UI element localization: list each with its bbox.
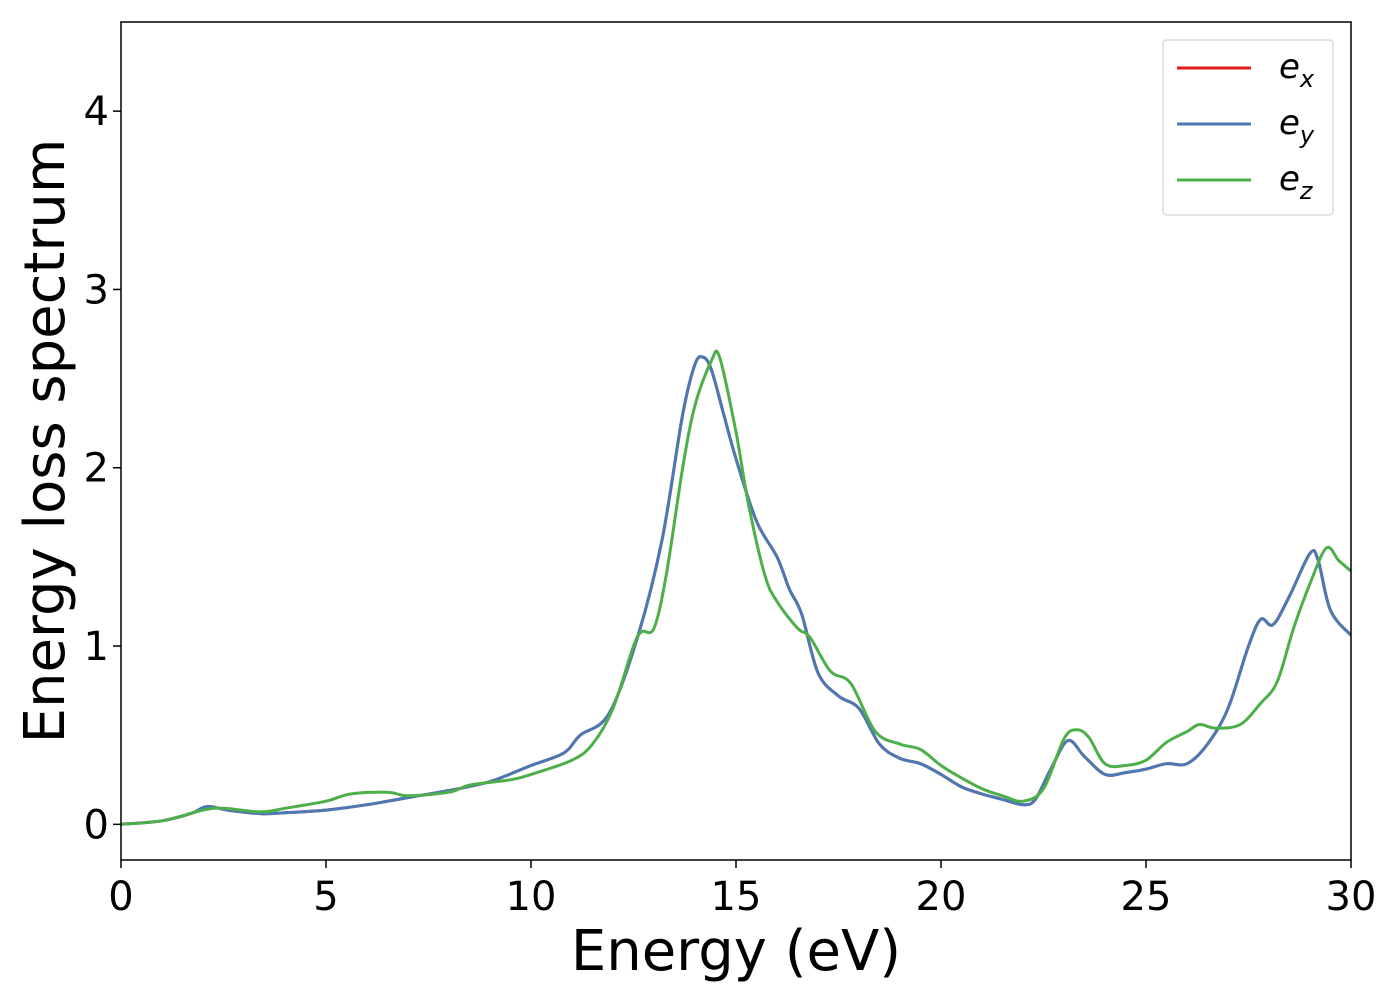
legend-label-subscript: x <box>1299 65 1315 93</box>
x-tick-label: 20 <box>916 874 967 920</box>
legend-label-subscript: y <box>1299 121 1315 149</box>
y-tick-label: 4 <box>84 89 109 135</box>
legend-box <box>1162 39 1334 216</box>
legend-label-y: ey <box>1279 103 1315 149</box>
x-tick-label: 30 <box>1326 874 1377 920</box>
y-axis-label: Energy loss spectrum <box>13 139 78 744</box>
x-tick-label: 0 <box>108 874 133 920</box>
y-tick-label: 0 <box>84 802 109 848</box>
legend-label-base: e <box>1279 47 1300 87</box>
y-tick-label: 1 <box>84 624 109 670</box>
legend-label-base: e <box>1279 103 1300 143</box>
x-axis-ticks: 0 5 10 15 20 25 30 <box>108 860 1376 920</box>
x-tick-label: 5 <box>313 874 338 920</box>
plot-lines-layer <box>121 349 1351 826</box>
legend-label-subscript: z <box>1299 177 1314 205</box>
legend-label-base: e <box>1279 159 1300 199</box>
x-axis-label: Energy (eV) <box>571 919 901 984</box>
x-tick-label: 25 <box>1121 874 1172 920</box>
legend-label-x: ex <box>1279 47 1315 93</box>
legend-label-z: ez <box>1279 159 1314 205</box>
y-tick-label: 2 <box>84 446 109 492</box>
y-axis-ticks: 0 1 2 3 4 <box>84 89 121 848</box>
x-tick-label: 15 <box>711 874 762 920</box>
x-tick-label: 10 <box>506 874 557 920</box>
series-line-z <box>121 349 1351 826</box>
y-tick-label: 3 <box>84 267 109 313</box>
